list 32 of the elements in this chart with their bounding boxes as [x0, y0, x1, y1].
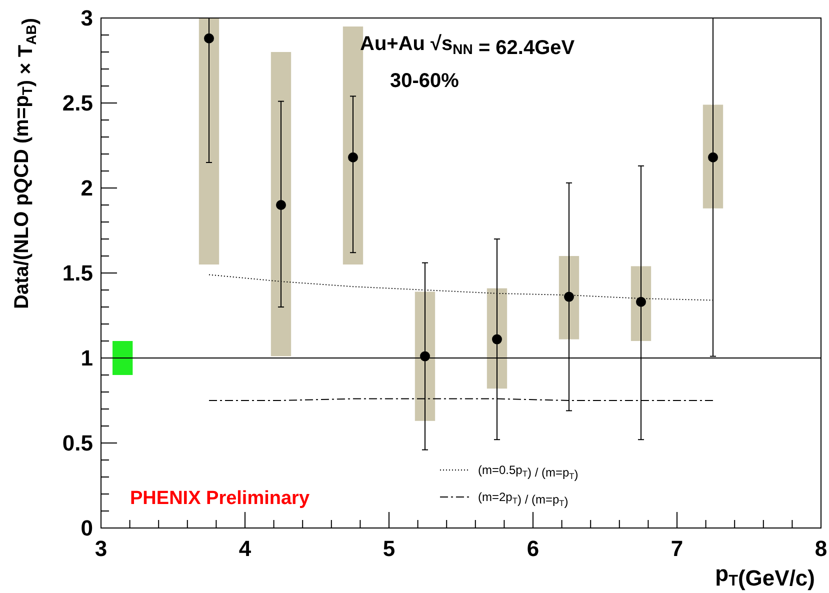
bar: [414, 292, 436, 421]
legend-label: (m=0.5p$_{T}$) / (m=p$_{T}$): [478, 463, 578, 482]
point: [276, 200, 286, 210]
y-tick-label: 0: [80, 516, 93, 541]
point: [636, 296, 646, 307]
x-tick-label: 8: [814, 536, 828, 561]
x-tick-label: 5: [382, 536, 396, 561]
point: [492, 334, 502, 344]
x-tick-label: 7: [670, 536, 684, 561]
annotation: 30-60%: [390, 70, 460, 92]
x-tick-label: 4: [238, 536, 252, 561]
y-tick-label: 2: [80, 176, 93, 201]
bar: [270, 52, 292, 356]
bar: [486, 288, 508, 389]
y-tick-label: 0.5: [62, 430, 93, 456]
x-tick-label: 6: [526, 536, 540, 561]
bar: [112, 341, 133, 375]
point: [348, 152, 358, 162]
bar: [702, 104, 724, 208]
legend-label: (m=2p$_{T}$) / (m=p$_{T}$): [478, 490, 568, 509]
point: [708, 152, 718, 162]
y-tick-label: 1.5: [62, 260, 93, 286]
bar: [198, 18, 220, 264]
point: [204, 33, 214, 44]
x-axis-title: p$_{T}$(GeV/c): [715, 561, 815, 590]
annotation: PHENIX Preliminary: [130, 488, 310, 509]
bar: [558, 256, 580, 340]
point: [564, 292, 574, 302]
y-tick-label: 1: [80, 346, 93, 371]
annotation: Au+Au √s$_{NN}$ = 62.4GeV: [360, 33, 576, 59]
y-tick-label: 3: [80, 6, 93, 31]
y-tick-label: 2.5: [62, 90, 93, 116]
